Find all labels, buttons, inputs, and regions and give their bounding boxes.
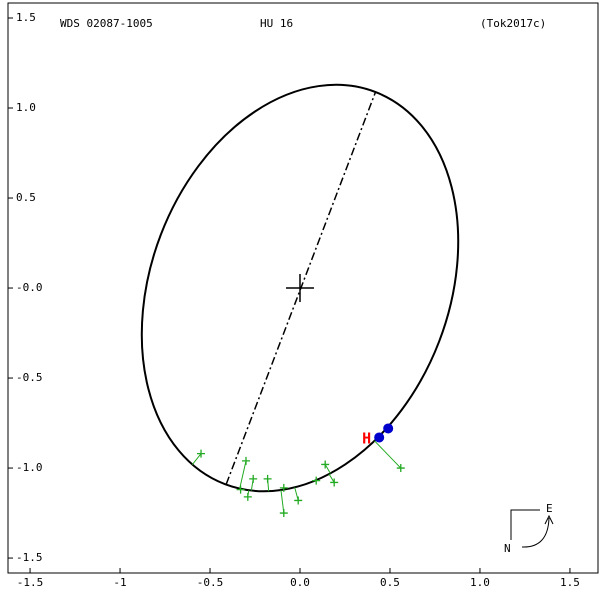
y-tick-label: -1.0 <box>16 461 43 474</box>
y-tick-label: 0.5 <box>16 191 36 204</box>
observation-marker <box>263 474 272 483</box>
observation-marker <box>243 492 252 501</box>
observation-marker <box>279 509 288 518</box>
x-tick-label: 1.0 <box>470 576 490 589</box>
compass-axes <box>510 509 540 540</box>
residual <box>374 440 402 469</box>
x-tick-label: -1.5 <box>17 576 44 589</box>
observation-marker <box>396 464 405 473</box>
x-tick-label: -0.5 <box>197 576 224 589</box>
observation-marker <box>242 456 251 465</box>
x-tick-label: 0.5 <box>380 576 400 589</box>
observation <box>191 449 206 465</box>
observation-marker <box>294 496 303 505</box>
observation-marker <box>330 478 339 487</box>
y-tick-label: 1.0 <box>16 101 36 114</box>
observation <box>249 474 258 491</box>
observation-marker <box>279 483 288 492</box>
observation <box>374 440 405 473</box>
h-marker: H <box>362 430 371 448</box>
residual <box>328 473 335 483</box>
compass-north: N <box>504 542 511 555</box>
observation <box>321 460 331 474</box>
observation-marker <box>321 460 330 469</box>
y-tick-label: -0.5 <box>16 371 43 384</box>
observation-marker <box>249 474 258 483</box>
x-tick-label: 1.5 <box>560 576 580 589</box>
x-tick-label: -1 <box>113 576 126 589</box>
observation <box>294 487 303 505</box>
residual <box>239 460 247 489</box>
residual <box>191 453 202 465</box>
recent-position <box>374 432 385 443</box>
observation <box>263 474 272 492</box>
observation-marker <box>197 449 206 458</box>
x-tick-label: 0.0 <box>290 576 310 589</box>
observation <box>243 490 252 501</box>
primary-star <box>286 274 314 303</box>
observation <box>312 476 321 485</box>
compass-arrow <box>521 517 550 548</box>
observation <box>279 483 288 492</box>
compass-east: E <box>546 502 553 515</box>
reference: (Tok2017c) <box>480 17 546 30</box>
observation-marker <box>312 476 321 485</box>
residual <box>324 464 331 474</box>
observation <box>236 485 245 494</box>
y-tick-label: -1.5 <box>16 551 43 564</box>
star-name: HU 16 <box>260 17 293 30</box>
observation-marker <box>236 485 245 494</box>
star-id: WDS 02087-1005 <box>60 17 153 30</box>
observation <box>279 490 288 518</box>
y-tick-label: -0.0 <box>16 281 43 294</box>
compass-arrowhead <box>544 514 554 525</box>
compass: E N <box>504 502 554 555</box>
observation <box>328 473 339 487</box>
y-tick-label: 1.5 <box>16 11 36 24</box>
recent-position <box>383 423 394 434</box>
observation <box>239 456 251 489</box>
